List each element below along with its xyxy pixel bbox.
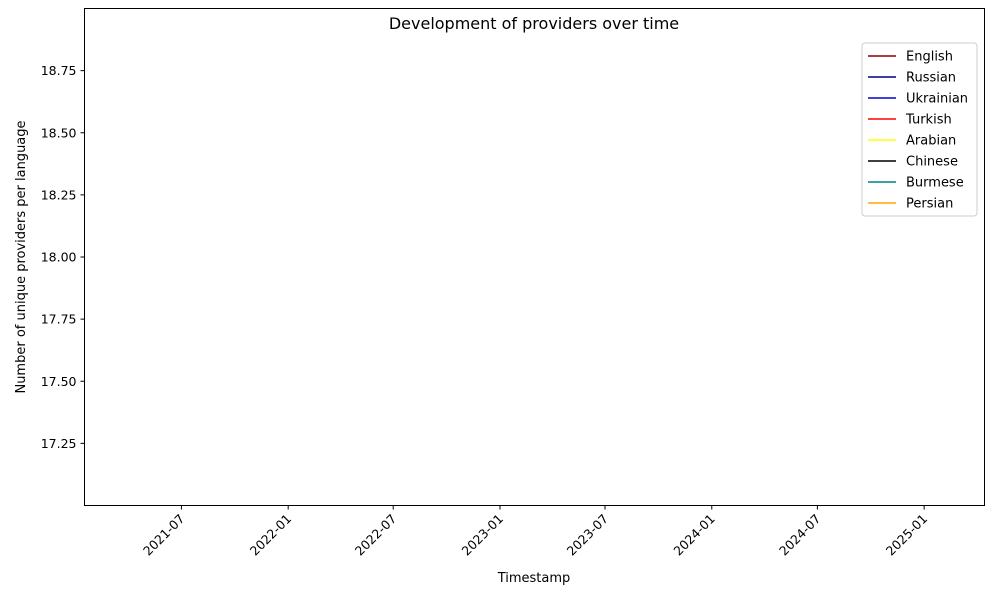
y-axis-label: Number of unique providers per language [14,120,29,393]
y-tick-label: 18.25 [41,187,77,202]
legend: English Russian Ukrainian Turkish Arabian Chi… [861,42,978,217]
legend-label-chinese: Chinese [906,155,958,170]
legend-label-arabian: Arabian [906,134,956,149]
x-tick-label: 2025-01 [883,511,931,559]
x-axis-label: Timestamp [497,571,571,586]
x-tick-label: 2021-07 [140,511,188,559]
y-axis: 17.25 17.50 17.75 18.00 18.25 18.50 18.75 [41,63,85,451]
y-tick-label: 17.50 [41,374,77,389]
y-tick-label: 18.75 [41,63,77,78]
legend-label-burmese: Burmese [906,176,964,191]
legend-label-ukrainian: Ukrainian [906,92,968,107]
x-tick-label: 2024-01 [670,511,718,559]
x-tick-label: 2024-07 [776,511,824,559]
legend-frame [861,42,978,217]
plot-area-frame [84,8,985,506]
x-axis: 2021-07 2022-01 2022-07 2023-01 2023-07 2024-… [140,505,931,559]
y-tick-label: 17.25 [41,436,77,451]
chart-title: Development of providers over time [389,14,679,33]
legend-label-english: English [906,50,953,65]
legend-label-persian: Persian [906,197,953,212]
y-tick-label: 18.00 [41,250,77,265]
legend-label-russian: Russian [906,71,956,86]
x-tick-label: 2022-01 [247,511,295,559]
x-tick-label: 2023-01 [459,511,507,559]
y-tick-label: 18.50 [41,125,77,140]
legend-label-turkish: Turkish [905,113,952,128]
x-tick-label: 2023-07 [564,511,612,559]
y-tick-label: 17.75 [41,312,77,327]
x-tick-label: 2022-07 [352,511,400,559]
